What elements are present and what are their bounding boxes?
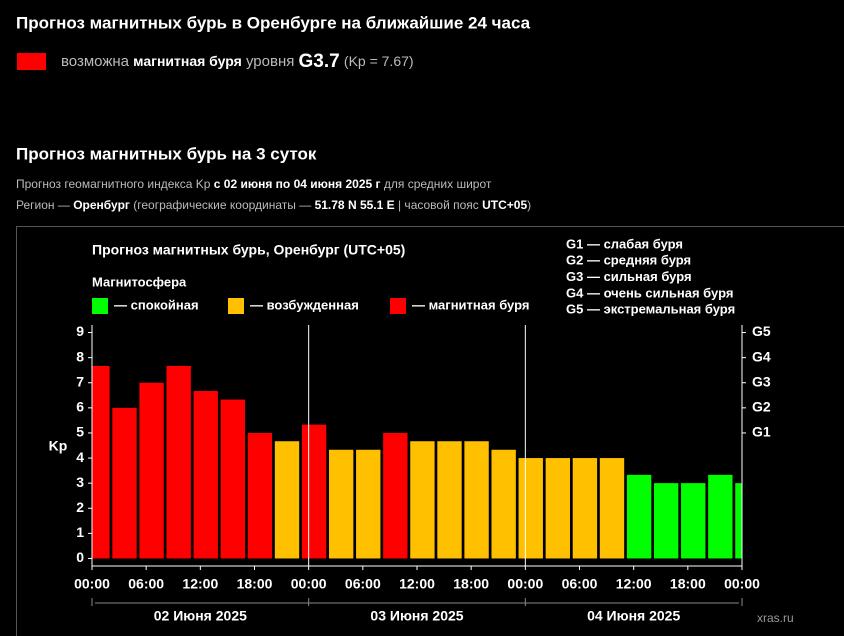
bar [274, 441, 300, 559]
bar [626, 474, 652, 559]
legend-swatch [92, 298, 108, 314]
x-tick-label: 18:00 [670, 576, 706, 592]
alert-part: уровня [246, 53, 294, 70]
alert-part: возможна [61, 53, 130, 70]
y-tick-label: 3 [76, 474, 84, 490]
bar [92, 365, 110, 559]
x-tick-label: 18:00 [453, 576, 489, 592]
page-title: Прогноз магнитных бурь в Оренбурге на бл… [16, 13, 531, 32]
alert-level: G3.7 [299, 51, 340, 72]
bar [464, 441, 489, 559]
x-tick-label: 12:00 [616, 576, 652, 592]
y-tick-label: 8 [76, 348, 84, 364]
info-part: Оренбург [73, 198, 130, 212]
bar [410, 441, 435, 559]
y-tick-label: 4 [76, 449, 84, 465]
alert-swatch [17, 53, 46, 70]
x-tick-label: 06:00 [345, 576, 381, 592]
bar [681, 483, 706, 559]
x-tick-label: 00:00 [74, 576, 110, 592]
source: xras.ru [757, 611, 794, 625]
day-label: 03 Июня 2025 [370, 608, 463, 624]
y-tick-label: 5 [76, 424, 84, 440]
bar [328, 449, 354, 559]
bar [599, 458, 625, 559]
info-part: | часовой пояс [398, 198, 479, 212]
y-tick-label: 2 [76, 499, 84, 515]
y-tick-label: 7 [76, 373, 84, 389]
bar [193, 391, 218, 559]
alert-part: магнитная буря [133, 53, 242, 69]
bar [491, 449, 516, 559]
bar [301, 424, 327, 559]
x-tick-label: 12:00 [399, 576, 435, 592]
alert-part: (Kp = 7.67) [344, 53, 414, 69]
scale-legend-item: G4 — очень сильная буря [566, 285, 733, 300]
chart-title: Прогноз магнитных бурь, Оренбург (UTC+05… [92, 242, 405, 258]
info-part: (географические координаты — [133, 198, 311, 212]
plot-bars [92, 365, 742, 559]
legend-swatch [228, 298, 244, 314]
legend-swatch [390, 298, 406, 314]
x-tick-label: 06:00 [128, 576, 164, 592]
bar [518, 458, 543, 559]
info-part: UTC+05 [482, 198, 527, 212]
info-part: ) [527, 198, 531, 212]
x-tick-label: 00:00 [724, 576, 760, 592]
info-part: Прогноз геомагнитного индекса Kp [16, 177, 211, 191]
x-tick-label: 00:00 [507, 576, 543, 592]
y2-tick-label: G2 [752, 399, 771, 415]
info-part: 51.78 N 55.1 E [315, 198, 395, 212]
bar [545, 458, 571, 559]
bar [572, 458, 598, 559]
legend-label: — спокойная [114, 297, 199, 312]
scale-legend-item: G2 — средняя буря [566, 253, 691, 268]
x-tick-label: 12:00 [182, 576, 218, 592]
day-label: 02 Июня 2025 [154, 608, 247, 624]
bar [112, 407, 137, 559]
scale-legend-item: G5 — экстремальная буря [566, 302, 735, 317]
x-tick-label: 18:00 [237, 576, 273, 592]
legend-label: — возбужденная [250, 297, 359, 312]
y2-tick-label: G5 [752, 323, 771, 339]
bar [356, 449, 381, 559]
bar [166, 365, 191, 559]
x-tick-label: 06:00 [562, 576, 598, 592]
day-label: 04 Июня 2025 [587, 608, 680, 624]
y-tick-label: 1 [76, 524, 84, 540]
chart-frame [16, 226, 844, 636]
legend-label: — магнитная буря [412, 297, 529, 312]
info-line: Регион — Оренбург (географические коорди… [16, 198, 531, 212]
y2-tick-label: G4 [752, 348, 771, 364]
alert-text: возможна магнитная буря уровня G3.7 (Kp … [61, 51, 414, 72]
legend-title: Магнитосфера [92, 274, 187, 289]
y-axis-label: Kp [49, 438, 68, 454]
bar [139, 382, 164, 559]
y-tick-label: 6 [76, 399, 84, 415]
info-part: для средних широт [384, 177, 492, 191]
y-tick-label: 0 [76, 549, 84, 565]
y2-tick-label: G3 [752, 373, 771, 389]
bar [247, 432, 273, 559]
bar [653, 483, 679, 559]
bar [383, 432, 408, 559]
scale-legend-item: G3 — сильная буря [566, 269, 692, 284]
bar [708, 474, 733, 559]
info-line: Прогноз геомагнитного индекса Kp с 02 ию… [16, 177, 492, 191]
bar [220, 399, 246, 559]
scale-legend-item: G1 — слабая буря [566, 236, 683, 251]
info-part: с 02 июня по 04 июня 2025 г [214, 177, 381, 191]
y2-tick-label: G1 [752, 424, 771, 440]
bar [437, 441, 462, 559]
section-title: Прогноз магнитных бурь на 3 суток [16, 144, 317, 163]
info-part: Регион — [16, 198, 70, 212]
x-tick-label: 00:00 [291, 576, 327, 592]
y-tick-label: 9 [76, 323, 84, 339]
bar [735, 483, 742, 559]
